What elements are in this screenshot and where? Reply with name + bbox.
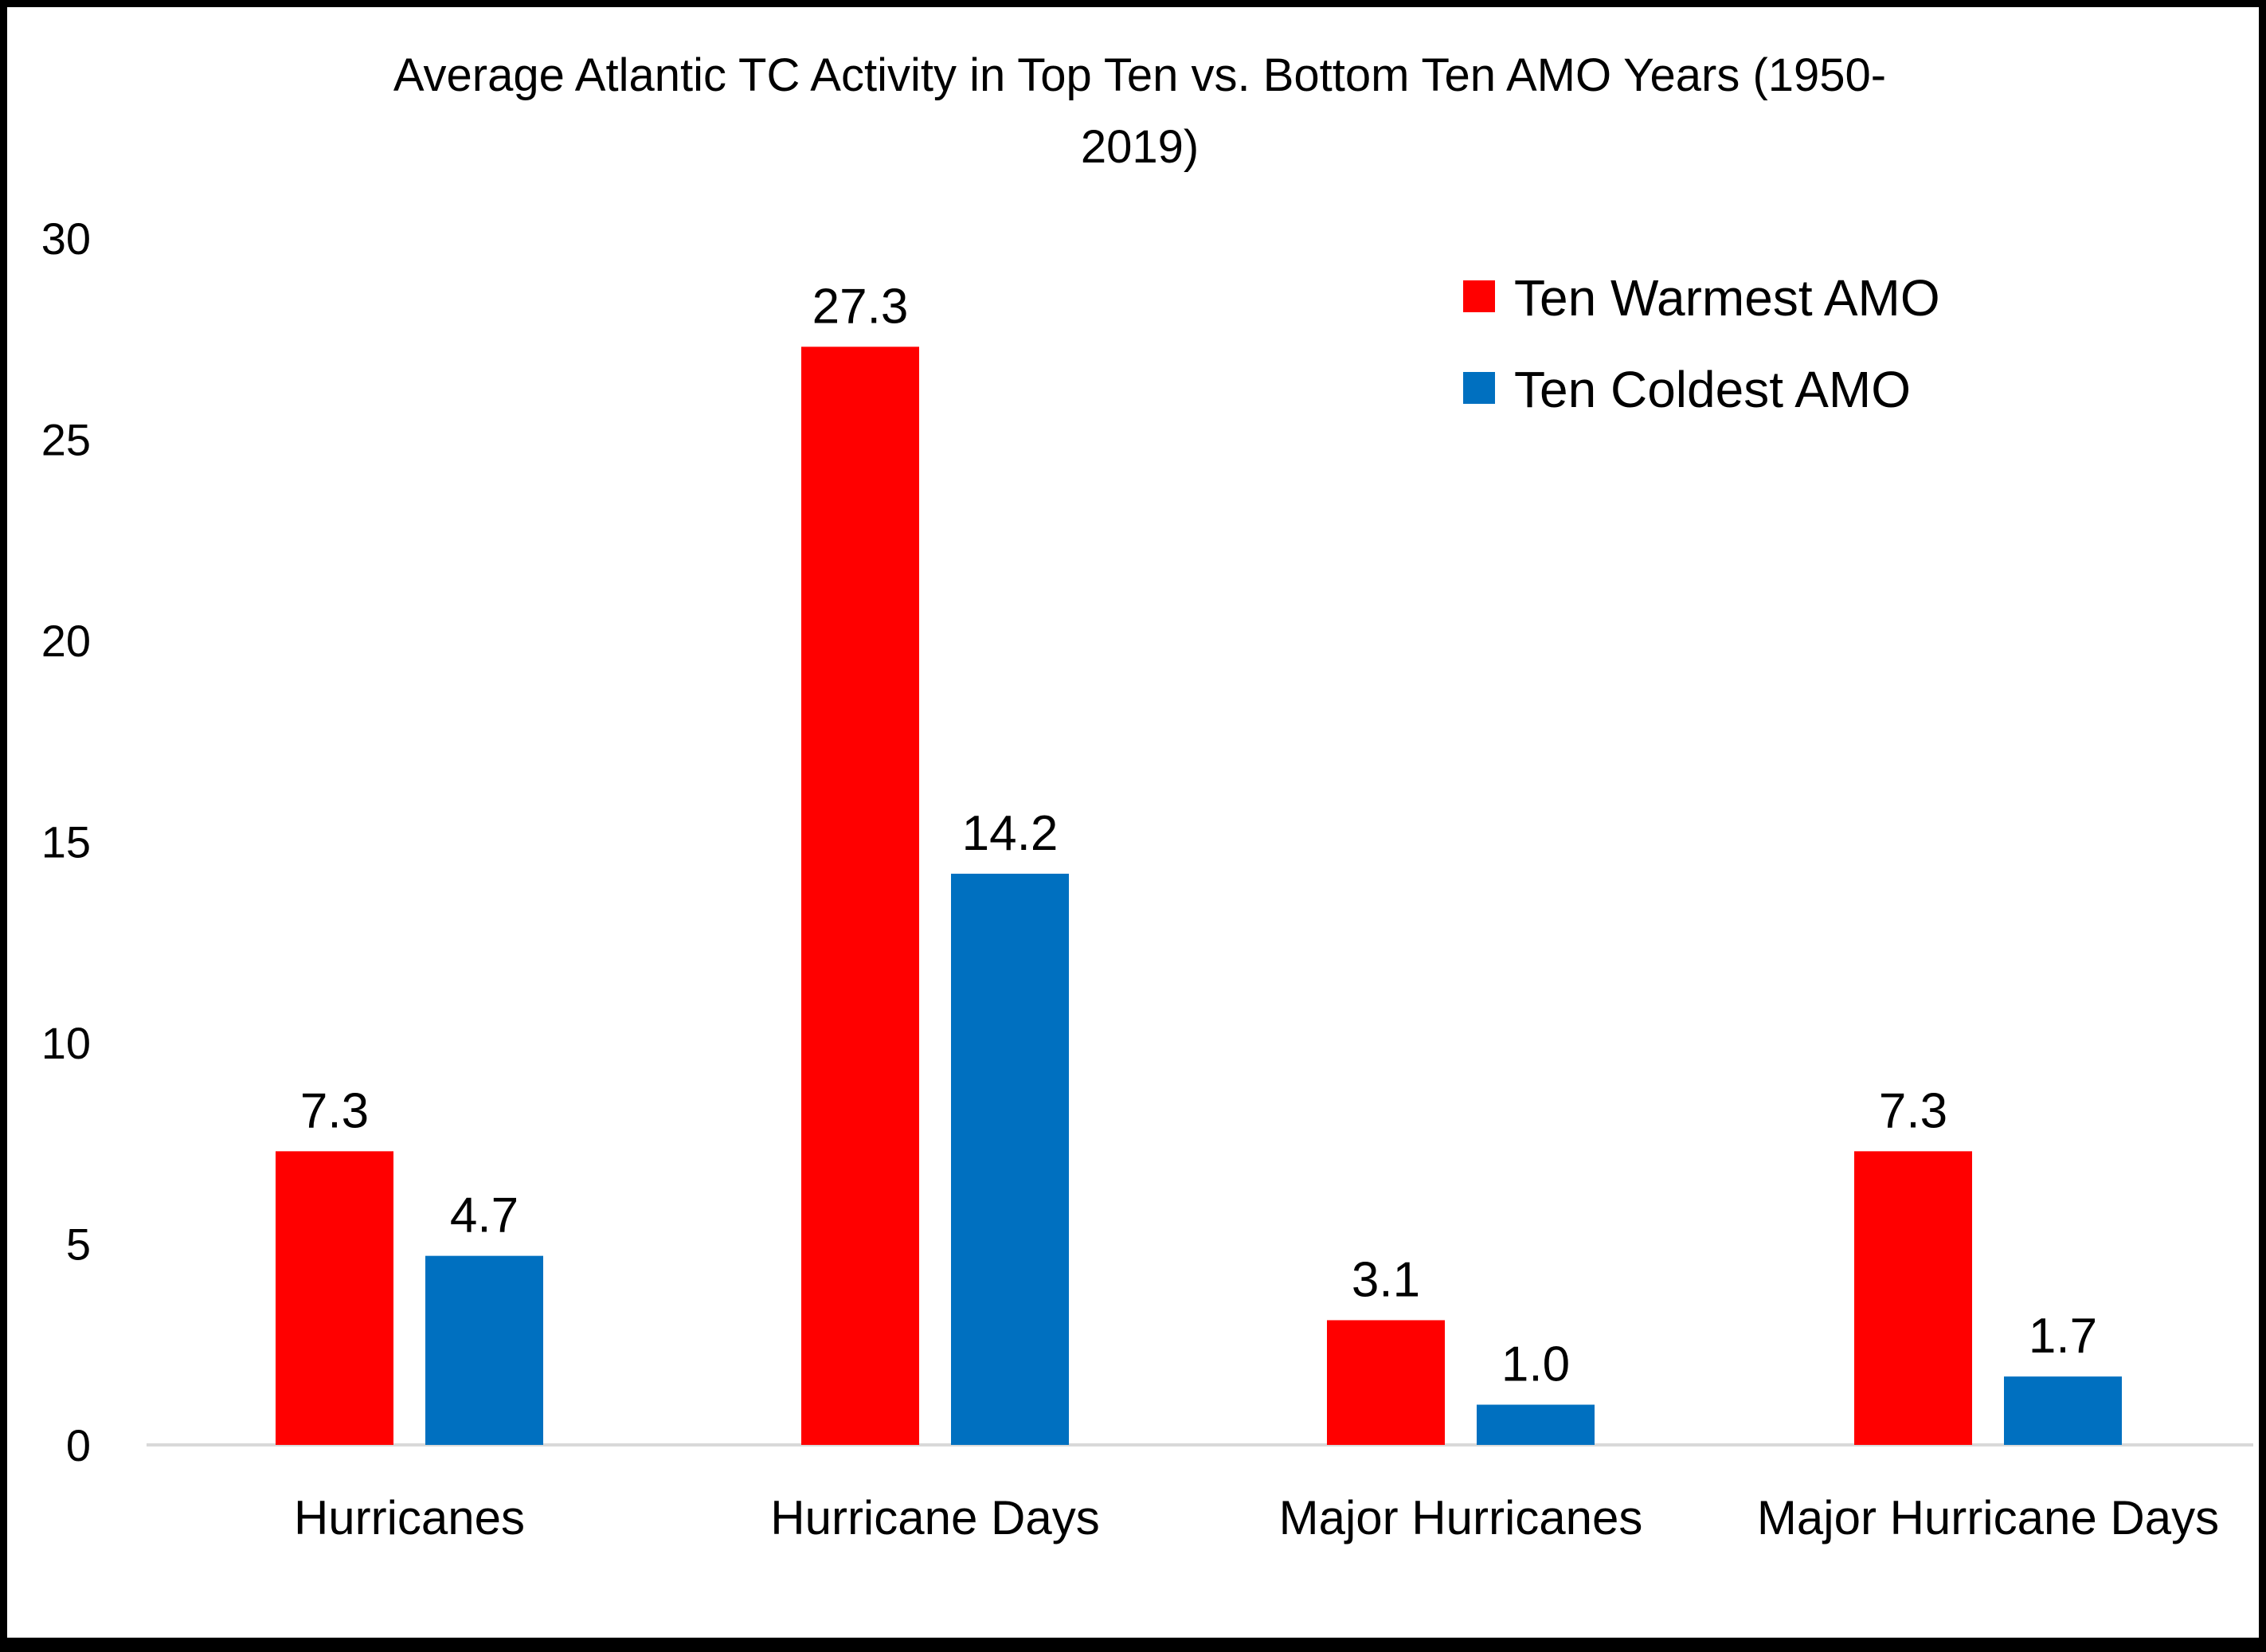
legend-label: Ten Warmest AMO xyxy=(1514,269,1940,327)
bar-coldest-2 xyxy=(1477,1404,1595,1445)
legend-label: Ten Coldest AMO xyxy=(1514,361,1911,418)
legend-swatch xyxy=(1463,280,1495,312)
data-label: 4.7 xyxy=(450,1188,519,1243)
x-tick-label: Major Hurricanes xyxy=(1279,1491,1643,1544)
chart-title-line-2: 2019) xyxy=(1081,121,1199,173)
x-axis: Hurricanes Hurricane Days Major Hurricanes… xyxy=(294,1491,2219,1544)
bar-chart: Average Atlantic TC Activity in Top Ten … xyxy=(41,49,2253,1544)
data-label: 7.3 xyxy=(1879,1083,1947,1138)
y-tick-label: 5 xyxy=(66,1219,91,1270)
y-tick-label: 0 xyxy=(66,1420,91,1470)
data-label: 1.7 xyxy=(2029,1309,2097,1364)
data-label: 1.0 xyxy=(1501,1337,1570,1392)
x-tick-label: Hurricane Days xyxy=(770,1491,1099,1544)
bar-coldest-0 xyxy=(425,1255,543,1445)
bar-coldest-3 xyxy=(2004,1376,2122,1445)
y-tick-label: 30 xyxy=(41,213,91,264)
data-label: 7.3 xyxy=(300,1083,369,1138)
bars xyxy=(276,346,2122,1446)
legend: Ten Warmest AMO Ten Coldest AMO xyxy=(1463,269,1940,418)
x-tick-label: Hurricanes xyxy=(294,1491,525,1544)
legend-swatch xyxy=(1463,372,1495,404)
y-axis: 0 5 10 15 20 25 30 xyxy=(41,213,91,1470)
y-tick-label: 15 xyxy=(41,817,91,867)
data-label: 14.2 xyxy=(962,806,1059,861)
bar-warmest-0 xyxy=(276,1151,393,1445)
x-tick-label: Major Hurricane Days xyxy=(1757,1491,2219,1544)
chart-title: Average Atlantic TC Activity in Top Ten … xyxy=(393,49,1886,173)
chart-title-line-1: Average Atlantic TC Activity in Top Ten … xyxy=(393,49,1886,101)
y-tick-label: 25 xyxy=(41,415,91,465)
bar-warmest-3 xyxy=(1854,1151,1972,1445)
bar-warmest-1 xyxy=(801,346,919,1446)
bar-warmest-2 xyxy=(1327,1320,1445,1445)
data-label: 27.3 xyxy=(812,279,909,334)
bar-coldest-1 xyxy=(951,873,1069,1445)
data-labels: 7.3 4.7 27.3 14.2 3.1 1.0 7.3 1.7 xyxy=(300,279,2097,1392)
y-tick-label: 20 xyxy=(41,616,91,666)
data-label: 3.1 xyxy=(1352,1252,1420,1307)
y-tick-label: 10 xyxy=(41,1018,91,1068)
